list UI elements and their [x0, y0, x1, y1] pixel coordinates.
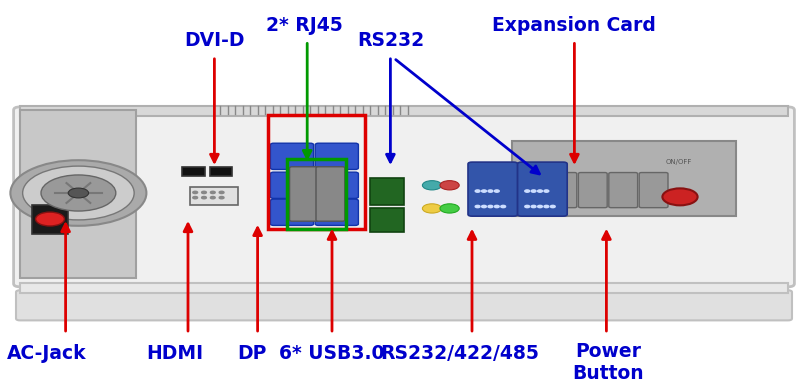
Circle shape: [482, 205, 486, 208]
FancyBboxPatch shape: [270, 199, 314, 225]
FancyBboxPatch shape: [270, 172, 314, 198]
FancyBboxPatch shape: [578, 173, 607, 208]
FancyBboxPatch shape: [518, 162, 567, 216]
Text: RS232/422/485: RS232/422/485: [381, 344, 539, 363]
FancyBboxPatch shape: [210, 167, 232, 176]
FancyBboxPatch shape: [370, 178, 404, 205]
Circle shape: [219, 196, 224, 199]
FancyBboxPatch shape: [639, 173, 668, 208]
Circle shape: [488, 205, 493, 208]
Circle shape: [440, 204, 459, 213]
Circle shape: [202, 196, 206, 199]
Circle shape: [494, 205, 499, 208]
Circle shape: [422, 204, 442, 213]
Text: AC-Jack: AC-Jack: [6, 344, 86, 363]
Circle shape: [525, 205, 530, 208]
Circle shape: [210, 191, 215, 194]
Circle shape: [538, 205, 542, 208]
Circle shape: [482, 190, 486, 192]
Circle shape: [202, 191, 206, 194]
FancyBboxPatch shape: [14, 107, 794, 287]
Text: 6* USB3.0: 6* USB3.0: [279, 344, 385, 363]
Circle shape: [41, 175, 116, 211]
Circle shape: [494, 190, 499, 192]
Text: HDMI: HDMI: [146, 344, 203, 363]
Circle shape: [193, 196, 198, 199]
Circle shape: [662, 188, 698, 205]
Text: RS232: RS232: [357, 31, 424, 50]
FancyBboxPatch shape: [32, 205, 68, 234]
Text: Power
Button: Power Button: [572, 342, 644, 383]
Circle shape: [440, 181, 459, 190]
FancyBboxPatch shape: [315, 143, 358, 169]
Circle shape: [422, 181, 442, 190]
Circle shape: [10, 160, 146, 226]
FancyBboxPatch shape: [468, 162, 518, 216]
Circle shape: [36, 212, 64, 226]
Text: ON/OFF: ON/OFF: [666, 159, 691, 165]
FancyBboxPatch shape: [182, 167, 205, 176]
Circle shape: [193, 191, 198, 194]
FancyBboxPatch shape: [270, 143, 314, 169]
FancyBboxPatch shape: [20, 106, 788, 116]
Circle shape: [210, 196, 215, 199]
Circle shape: [488, 190, 493, 192]
Text: DP: DP: [238, 344, 266, 363]
Circle shape: [501, 205, 506, 208]
Circle shape: [538, 190, 542, 192]
Circle shape: [525, 190, 530, 192]
Circle shape: [531, 190, 536, 192]
FancyBboxPatch shape: [609, 173, 638, 208]
Circle shape: [219, 191, 224, 194]
Circle shape: [475, 205, 480, 208]
Text: DVI-D: DVI-D: [184, 31, 245, 50]
FancyBboxPatch shape: [315, 199, 358, 225]
FancyBboxPatch shape: [548, 173, 577, 208]
Circle shape: [544, 190, 549, 192]
FancyBboxPatch shape: [20, 110, 136, 278]
FancyBboxPatch shape: [16, 290, 792, 320]
Text: 2* RJ45: 2* RJ45: [266, 15, 342, 35]
Circle shape: [544, 205, 549, 208]
FancyBboxPatch shape: [316, 167, 345, 221]
FancyBboxPatch shape: [315, 172, 358, 198]
Circle shape: [550, 205, 555, 208]
Text: Expansion Card: Expansion Card: [493, 15, 656, 35]
FancyBboxPatch shape: [20, 283, 788, 293]
FancyBboxPatch shape: [190, 187, 238, 205]
Circle shape: [22, 166, 134, 220]
Circle shape: [531, 205, 536, 208]
FancyBboxPatch shape: [512, 141, 736, 216]
FancyBboxPatch shape: [290, 167, 318, 221]
FancyBboxPatch shape: [370, 208, 404, 232]
FancyBboxPatch shape: [518, 173, 546, 208]
Circle shape: [68, 188, 89, 198]
Circle shape: [475, 190, 480, 192]
